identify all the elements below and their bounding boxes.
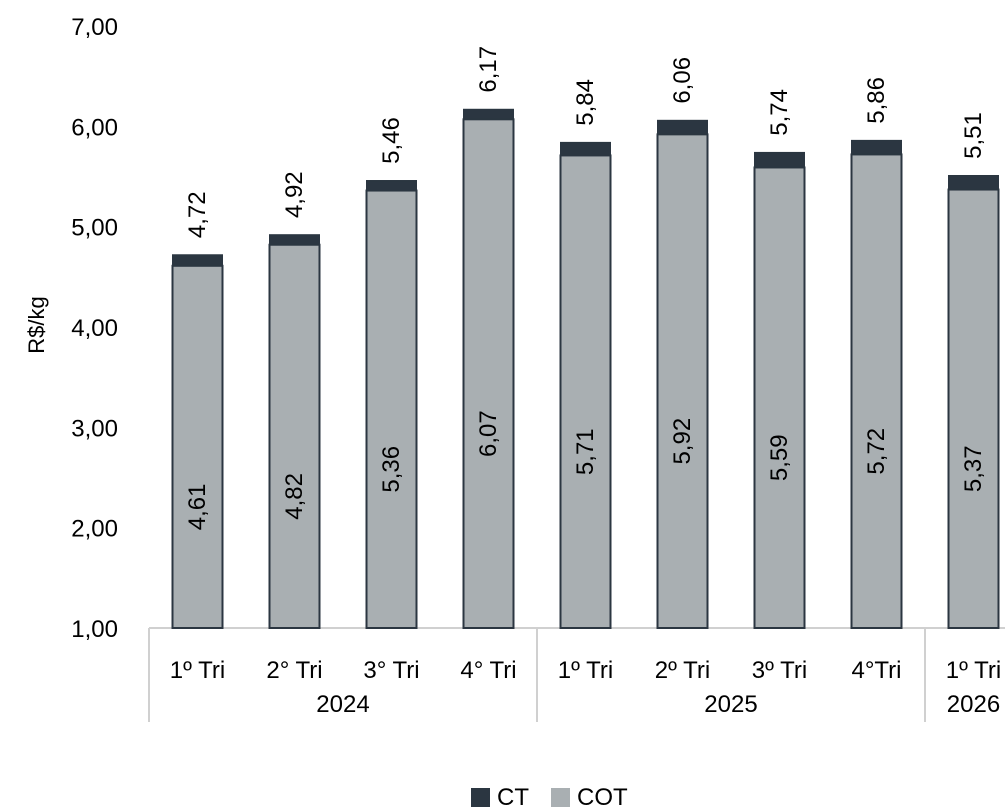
data-label-cot: 5,71 bbox=[572, 428, 599, 475]
bar-ct bbox=[754, 151, 805, 168]
data-label-cot: 6,07 bbox=[475, 410, 502, 457]
x-tick-label: 4°Tri bbox=[851, 657, 901, 684]
data-label-total: 5,46 bbox=[378, 117, 405, 164]
bar-ct bbox=[269, 234, 320, 246]
y-tick-label: 3,00 bbox=[71, 415, 118, 442]
x-tick-label: 3° Tri bbox=[363, 657, 419, 684]
bar-cot bbox=[365, 189, 418, 629]
data-label-total: 6,06 bbox=[669, 57, 696, 104]
x-tick-label: 4° Tri bbox=[460, 657, 516, 684]
x-tick-label: 1º Tri bbox=[558, 657, 613, 684]
bar-cot bbox=[462, 118, 515, 629]
data-label-total: 4,92 bbox=[281, 171, 308, 218]
bar-cot bbox=[171, 264, 224, 629]
x-group-label: 2026 bbox=[947, 691, 1000, 718]
data-label-cot: 5,72 bbox=[863, 428, 890, 475]
data-label-total: 5,51 bbox=[960, 112, 987, 159]
bar-cot bbox=[753, 166, 806, 629]
legend: CT COT bbox=[471, 784, 628, 808]
data-label-cot: 5,36 bbox=[378, 446, 405, 493]
bar-cot bbox=[850, 153, 903, 629]
data-label-cot: 5,37 bbox=[960, 445, 987, 492]
bar-ct bbox=[366, 180, 417, 192]
x-tick-label: 1º Tri bbox=[170, 657, 225, 684]
bar-ct bbox=[463, 108, 514, 120]
x-axis: 1º Tri 2° Tri 3° Tri 4° Tri 1º Tri 2º Tri 3º T… bbox=[170, 657, 1001, 718]
y-tick-label: 6,00 bbox=[71, 114, 118, 141]
y-axis: 1,00 2,00 3,00 4,00 5,00 6,00 7,00 bbox=[71, 14, 118, 643]
data-label-cot: 5,59 bbox=[766, 434, 793, 481]
legend-label-ct: CT bbox=[497, 784, 529, 808]
bar-ct bbox=[948, 174, 999, 191]
bar-ct bbox=[172, 254, 223, 267]
y-tick-label: 4,00 bbox=[71, 315, 118, 342]
data-label-cot: 4,61 bbox=[184, 484, 211, 531]
x-group-label: 2025 bbox=[704, 691, 757, 718]
x-tick-label: 2º Tri bbox=[655, 657, 710, 684]
x-group-label: 2024 bbox=[316, 691, 369, 718]
x-tick-label: 1º Tri bbox=[946, 657, 1001, 684]
legend-label-cot: COT bbox=[577, 784, 628, 808]
bar-ct bbox=[560, 141, 611, 156]
data-label-total: 6,17 bbox=[475, 46, 502, 93]
data-label-total: 4,72 bbox=[184, 191, 211, 238]
bar-cot bbox=[559, 154, 612, 629]
y-tick-label: 7,00 bbox=[71, 14, 118, 41]
bar-ct bbox=[657, 119, 708, 135]
x-tick-label: 3º Tri bbox=[752, 657, 807, 684]
y-tick-label: 5,00 bbox=[71, 215, 118, 242]
bar-cot bbox=[268, 243, 321, 630]
legend-swatch-cot bbox=[551, 788, 570, 807]
legend-swatch-ct bbox=[471, 788, 490, 807]
bar-cot bbox=[947, 188, 1000, 629]
bar-cot bbox=[656, 133, 709, 630]
data-label-total: 5,84 bbox=[572, 79, 599, 126]
y-tick-label: 1,00 bbox=[71, 616, 118, 643]
bars: 4,61 4,72 4,82 4,92 5,36 5,46 6,07 6,17 5,71 5,84… bbox=[171, 46, 1000, 630]
y-axis-label: R$/kg bbox=[24, 296, 49, 353]
data-label-total: 5,74 bbox=[766, 89, 793, 136]
data-label-cot: 5,92 bbox=[669, 418, 696, 465]
x-tick-label: 2° Tri bbox=[266, 657, 322, 684]
y-tick-label: 2,00 bbox=[71, 516, 118, 543]
bar-ct bbox=[851, 139, 902, 155]
data-label-total: 5,86 bbox=[863, 77, 890, 124]
data-label-cot: 4,82 bbox=[281, 473, 308, 520]
